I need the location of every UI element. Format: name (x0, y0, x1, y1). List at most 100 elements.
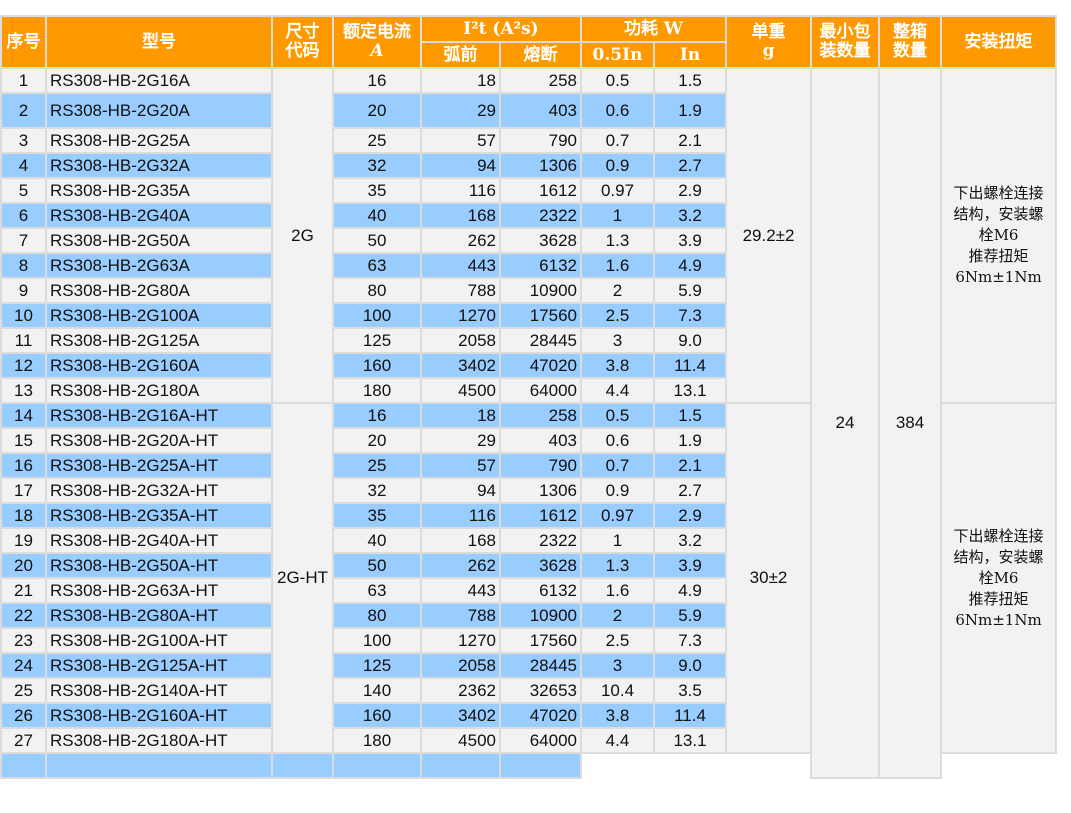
empty-cell (0, 752, 47, 779)
power-in-cell: 11.4 (652, 352, 728, 379)
power-05in-cell: 1.6 (580, 252, 655, 279)
power-in-cell: 2.1 (652, 452, 728, 479)
melting-cell: 2322 (499, 202, 582, 229)
power-05in-cell: 3 (580, 327, 655, 354)
melting-cell: 1612 (499, 177, 582, 204)
power-in-cell: 4.9 (652, 577, 728, 604)
table-row: 23 RS308-HB-2G100A-HT 100 1270 17560 2.5 7.3 (0, 627, 1056, 654)
header-p05: 0.5In (580, 41, 655, 69)
model-cell: RS308-HB-2G125A (45, 327, 273, 354)
power-in-cell: 3.9 (652, 552, 728, 579)
row-number: 25 (0, 677, 47, 704)
power-in-cell: 3.9 (652, 227, 728, 254)
power-in-cell: 1.9 (652, 427, 728, 454)
model-cell: RS308-HB-2G16A-HT (45, 402, 273, 429)
prearc-cell: 57 (420, 127, 501, 154)
prearc-cell: 262 (420, 227, 501, 254)
power-05in-cell: 2.5 (580, 302, 655, 329)
model-cell: RS308-HB-2G140A-HT (45, 677, 273, 704)
power-05in-cell: 1.6 (580, 577, 655, 604)
model-cell: RS308-HB-2G180A-HT (45, 727, 273, 754)
melting-cell: 1612 (499, 502, 582, 529)
power-in-cell: 1.5 (652, 67, 728, 94)
rated-current-cell: 125 (332, 327, 422, 354)
rated-current-cell: 40 (332, 202, 422, 229)
prearc-cell: 1270 (420, 627, 501, 654)
table-row: 10 RS308-HB-2G100A 100 1270 17560 2.5 7.3 (0, 302, 1056, 329)
power-05in-cell: 0.5 (580, 67, 655, 94)
power-05in-cell: 0.5 (580, 402, 655, 429)
model-cell: RS308-HB-2G160A (45, 352, 273, 379)
model-cell: RS308-HB-2G32A (45, 152, 273, 179)
row-number: 20 (0, 552, 47, 579)
power-05in-cell: 4.4 (580, 727, 655, 754)
min-pack-cell: 24 (810, 67, 881, 779)
table-row: 8 RS308-HB-2G63A 63 443 6132 1.6 4.9 (0, 252, 1056, 279)
table-row: 26 RS308-HB-2G160A-HT 160 3402 47020 3.8 11.4 (0, 702, 1056, 729)
power-in-cell: 7.3 (652, 302, 728, 329)
table-row: 5 RS308-HB-2G35A 35 116 1612 0.97 2.9 (0, 177, 1056, 204)
rated-current-cell: 25 (332, 452, 422, 479)
power-05in-cell: 0.7 (580, 127, 655, 154)
prearc-cell: 3402 (420, 702, 501, 729)
table-row: 20 RS308-HB-2G50A-HT 50 262 3628 1.3 3.9 (0, 552, 1056, 579)
torque-note-cell: 下出螺栓连接 结构，安装螺 栓M6 推荐扭矩 6Nm±1Nm (940, 67, 1058, 404)
prearc-cell: 788 (420, 602, 501, 629)
power-05in-cell: 0.6 (580, 427, 655, 454)
rated-current-cell: 63 (332, 577, 422, 604)
model-cell: RS308-HB-2G63A-HT (45, 577, 273, 604)
power-in-cell: 1.9 (652, 92, 728, 129)
header-size: 尺寸 代码 (271, 15, 334, 69)
prearc-cell: 4500 (420, 377, 501, 404)
model-cell: RS308-HB-2G32A-HT (45, 477, 273, 504)
power-05in-cell: 2 (580, 602, 655, 629)
header-i2t: I²t (A²s) (420, 15, 582, 43)
weight-cell: 29.2±2 (725, 67, 813, 404)
header-minpack: 最小包 装数量 (810, 15, 881, 69)
row-number: 12 (0, 352, 47, 379)
row-number: 4 (0, 152, 47, 179)
power-in-cell: 9.0 (652, 327, 728, 354)
power-05in-cell: 0.97 (580, 177, 655, 204)
power-05in-cell: 1 (580, 527, 655, 554)
table-row: 2 RS308-HB-2G20A 20 29 403 0.6 1.9 (0, 92, 1056, 129)
prearc-cell: 4500 (420, 727, 501, 754)
melting-cell: 258 (499, 402, 582, 429)
rated-current-cell: 20 (332, 427, 422, 454)
power-05in-cell: 0.9 (580, 477, 655, 504)
melting-cell: 3628 (499, 227, 582, 254)
rated-current-cell: 80 (332, 277, 422, 304)
rated-current-cell: 180 (332, 377, 422, 404)
model-cell: RS308-HB-2G50A-HT (45, 552, 273, 579)
prearc-cell: 1270 (420, 302, 501, 329)
melting-cell: 47020 (499, 352, 582, 379)
row-number: 24 (0, 652, 47, 679)
header-model: 型号 (45, 15, 273, 69)
model-cell: RS308-HB-2G20A-HT (45, 427, 273, 454)
empty-cell (271, 752, 334, 779)
model-cell: RS308-HB-2G35A-HT (45, 502, 273, 529)
row-number: 14 (0, 402, 47, 429)
model-cell: RS308-HB-2G50A (45, 227, 273, 254)
melting-cell: 2322 (499, 527, 582, 554)
rated-current-cell: 25 (332, 127, 422, 154)
prearc-cell: 2362 (420, 677, 501, 704)
model-cell: RS308-HB-2G16A (45, 67, 273, 94)
model-cell: RS308-HB-2G160A-HT (45, 702, 273, 729)
rated-current-cell: 160 (332, 702, 422, 729)
row-number: 9 (0, 277, 47, 304)
table-row: 4 RS308-HB-2G32A 32 94 1306 0.9 2.7 (0, 152, 1056, 179)
power-in-cell: 5.9 (652, 602, 728, 629)
power-05in-cell: 1.3 (580, 552, 655, 579)
power-05in-cell: 0.97 (580, 502, 655, 529)
power-in-cell: 9.0 (652, 652, 728, 679)
model-cell: RS308-HB-2G20A (45, 92, 273, 129)
model-cell: RS308-HB-2G63A (45, 252, 273, 279)
row-number: 27 (0, 727, 47, 754)
row-number: 10 (0, 302, 47, 329)
table-row: 12 RS308-HB-2G160A 160 3402 47020 3.8 11.4 (0, 352, 1056, 379)
row-number: 23 (0, 627, 47, 654)
model-cell: RS308-HB-2G125A-HT (45, 652, 273, 679)
power-05in-cell: 2.5 (580, 627, 655, 654)
melting-cell: 790 (499, 452, 582, 479)
